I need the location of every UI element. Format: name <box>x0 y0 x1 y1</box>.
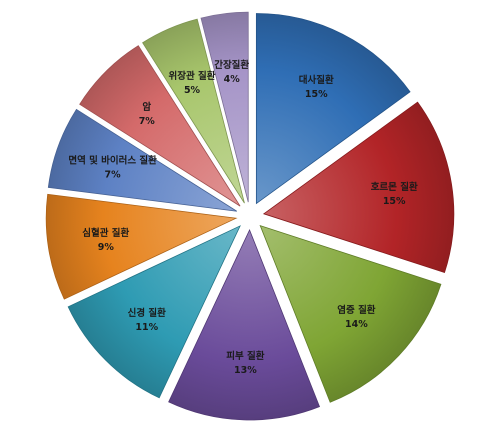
slice-label: 간장질환 <box>214 59 249 71</box>
pie-slice <box>67 225 241 399</box>
slice-label: 대사질환 <box>299 74 334 86</box>
slice-label: 신경 질환 <box>128 307 167 319</box>
slice-label: 호르몬 질환 <box>371 181 418 193</box>
pie-slice <box>259 224 442 403</box>
slice-value-label: 7% <box>105 170 122 181</box>
slice-label: 염증 질환 <box>337 304 376 316</box>
slice-label: 피부 질환 <box>226 350 265 362</box>
slice-label: 심혈관 질환 <box>82 227 129 239</box>
slice-value-label: 11% <box>135 322 158 333</box>
slice-value-label: 14% <box>345 319 368 330</box>
slice-value-label: 7% <box>139 116 156 127</box>
pie-slice <box>142 18 245 204</box>
slice-label: 암 <box>142 101 151 113</box>
slice-value-label: 9% <box>98 242 115 253</box>
pie-slice <box>200 11 249 203</box>
pie-slice <box>79 45 241 207</box>
slice-value-label: 4% <box>224 74 241 85</box>
slice-value-label: 13% <box>234 365 257 376</box>
pie-slice <box>47 108 238 212</box>
slice-label: 면역 및 바이러스 질환 <box>68 155 157 167</box>
pie-slice <box>45 193 238 300</box>
slice-value-label: 15% <box>383 196 406 207</box>
slice-value-label: 15% <box>305 89 328 100</box>
slice-value-label: 5% <box>184 85 201 96</box>
pie-slice <box>168 228 321 421</box>
pie-slice <box>255 13 411 205</box>
slice-label: 위장관 질환 <box>169 70 216 82</box>
pie-slice <box>262 101 455 274</box>
